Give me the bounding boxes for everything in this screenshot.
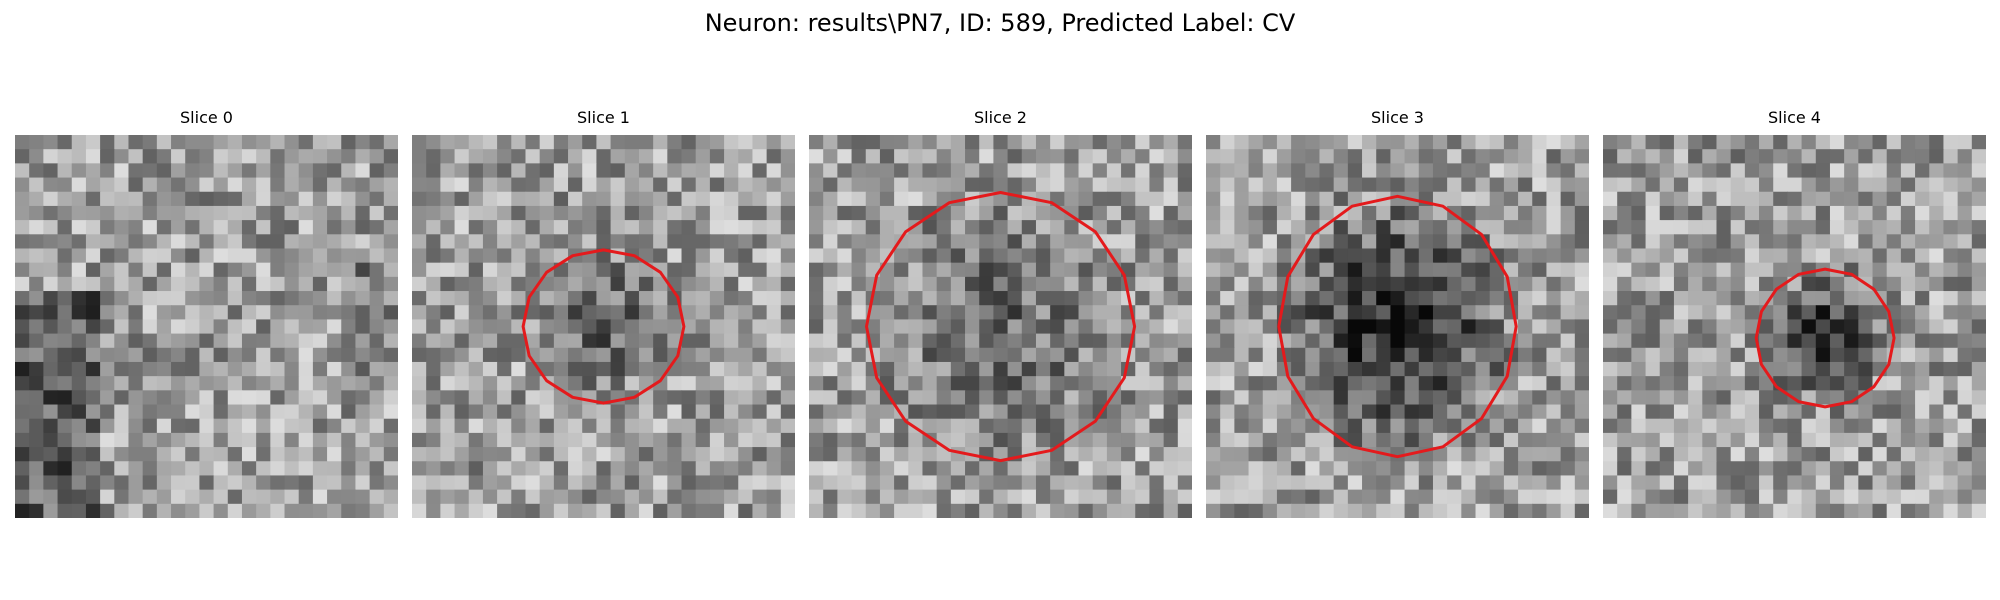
roi-contour-4 (1754, 267, 1896, 409)
slice-title-1: Slice 1 (577, 108, 630, 127)
roi-contour-3 (1277, 194, 1518, 459)
roi-contour-2 (865, 191, 1137, 463)
slice-image-1 (412, 135, 795, 518)
slice-image-0 (15, 135, 398, 518)
slice-image-2 (809, 135, 1192, 518)
slice-panel-0: Slice 0 (15, 108, 398, 518)
slice-panel-4: Slice 4 (1603, 108, 1986, 518)
slice-title-4: Slice 4 (1768, 108, 1821, 127)
slice-panel-1: Slice 1 (412, 108, 795, 518)
slice-panel-3: Slice 3 (1206, 108, 1589, 518)
slice-image-4 (1603, 135, 1986, 518)
slice-title-3: Slice 3 (1371, 108, 1424, 127)
slice-title-0: Slice 0 (180, 108, 233, 127)
roi-contour-1 (521, 248, 686, 405)
figure-suptitle: Neuron: results\PN7, ID: 589, Predicted … (704, 9, 1296, 37)
slice-title-2: Slice 2 (974, 108, 1027, 127)
slice-panel-2: Slice 2 (809, 108, 1192, 518)
slice-image-3 (1206, 135, 1589, 518)
